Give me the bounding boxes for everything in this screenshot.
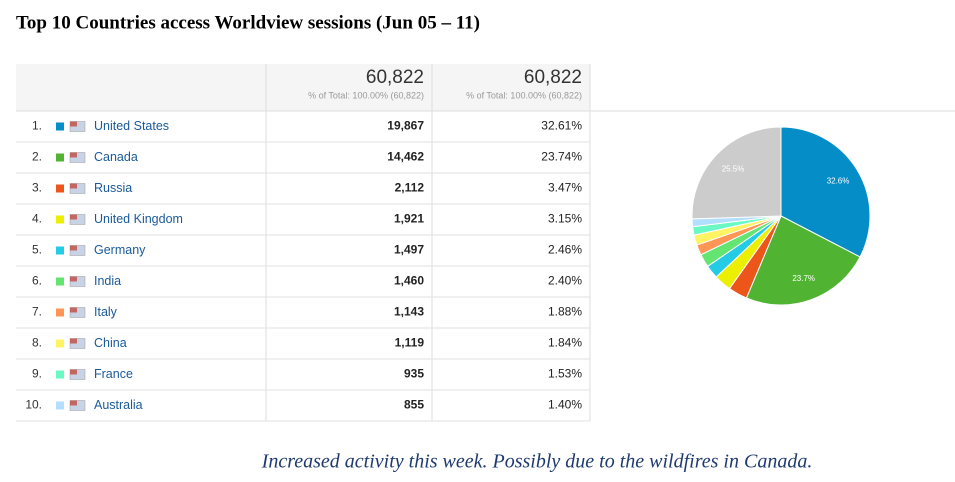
flag-icon-band	[70, 245, 77, 251]
header-total: 60,822	[524, 67, 582, 88]
row-rank: 5.	[32, 243, 42, 257]
country-link: United Kingdom	[94, 212, 183, 226]
header-subtitle: % of Total: 100.00% (60,822)	[466, 90, 582, 100]
sessions-value: 2,112	[395, 181, 425, 195]
legend-swatch	[56, 246, 64, 255]
flag-icon-band	[70, 214, 77, 220]
country-link: Italy	[94, 305, 118, 319]
sessions-value: 855	[404, 398, 424, 412]
sessions-value: 1,921	[394, 212, 424, 226]
table-header-bg	[16, 64, 590, 111]
flag-icon-band	[70, 307, 77, 313]
flag-icon-band	[70, 400, 77, 406]
legend-swatch	[56, 308, 64, 317]
country-link: India	[94, 274, 121, 288]
percent-value: 23.74%	[541, 150, 582, 164]
flag-icon-band	[70, 183, 77, 189]
pie-slice	[745, 215, 861, 306]
percent-value: 2.46%	[548, 243, 582, 257]
flag-icon-band	[70, 276, 77, 282]
sessions-value: 1,119	[395, 336, 425, 350]
slice-label: 32.6%	[827, 176, 850, 185]
row-rank: 6.	[32, 274, 42, 288]
percent-value: 1.88%	[548, 305, 582, 319]
sessions-value: 1,143	[394, 305, 424, 319]
header-total: 60,822	[366, 67, 424, 88]
pie-slice	[780, 126, 871, 258]
row-rank: 9.	[32, 367, 42, 381]
row-rank: 3.	[32, 181, 42, 195]
row-rank: 2.	[32, 150, 42, 164]
sessions-value: 1,497	[394, 243, 424, 257]
caption: Increased activity this week. Possibly d…	[261, 451, 813, 473]
flag-icon-band	[70, 338, 77, 344]
row-rank: 1.	[32, 119, 42, 133]
slice-label: 25.5%	[722, 165, 745, 174]
row-rank: 4.	[32, 212, 42, 226]
sessions-value: 14,462	[387, 150, 424, 164]
legend-swatch	[56, 153, 64, 162]
percent-value: 1.40%	[548, 398, 582, 412]
country-link: United States	[94, 119, 169, 133]
report-title: Top 10 Countries access Worldview sessio…	[16, 12, 480, 33]
sessions-value: 935	[404, 367, 424, 381]
percent-value: 1.84%	[548, 336, 582, 350]
percent-value: 3.47%	[548, 181, 582, 195]
country-link: China	[94, 336, 127, 350]
sessions-value: 19,867	[387, 119, 424, 133]
legend-swatch	[56, 122, 64, 131]
pie-slice	[691, 126, 782, 220]
legend-swatch	[56, 184, 64, 193]
country-link: Australia	[94, 398, 143, 412]
legend-swatch	[56, 277, 64, 286]
row-rank: 10.	[25, 398, 42, 412]
country-link: Canada	[94, 150, 138, 164]
sessions-value: 1,460	[394, 274, 424, 288]
row-rank: 7.	[32, 305, 42, 319]
flag-icon-band	[70, 369, 77, 375]
legend-swatch	[56, 401, 64, 410]
country-link: France	[94, 367, 133, 381]
percent-value: 32.61%	[541, 119, 582, 133]
legend-swatch	[56, 339, 64, 348]
row-rank: 8.	[32, 336, 42, 350]
flag-icon-band	[70, 121, 77, 127]
percent-value: 1.53%	[548, 367, 582, 381]
slice-label: 23.7%	[792, 274, 815, 283]
percent-value: 2.40%	[548, 274, 582, 288]
legend-swatch	[56, 215, 64, 224]
country-link: Russia	[94, 181, 132, 195]
header-subtitle: % of Total: 100.00% (60,822)	[308, 90, 424, 100]
legend-swatch	[56, 370, 64, 379]
percent-value: 3.15%	[548, 212, 582, 226]
flag-icon-band	[70, 152, 77, 158]
country-link: Germany	[94, 243, 146, 257]
